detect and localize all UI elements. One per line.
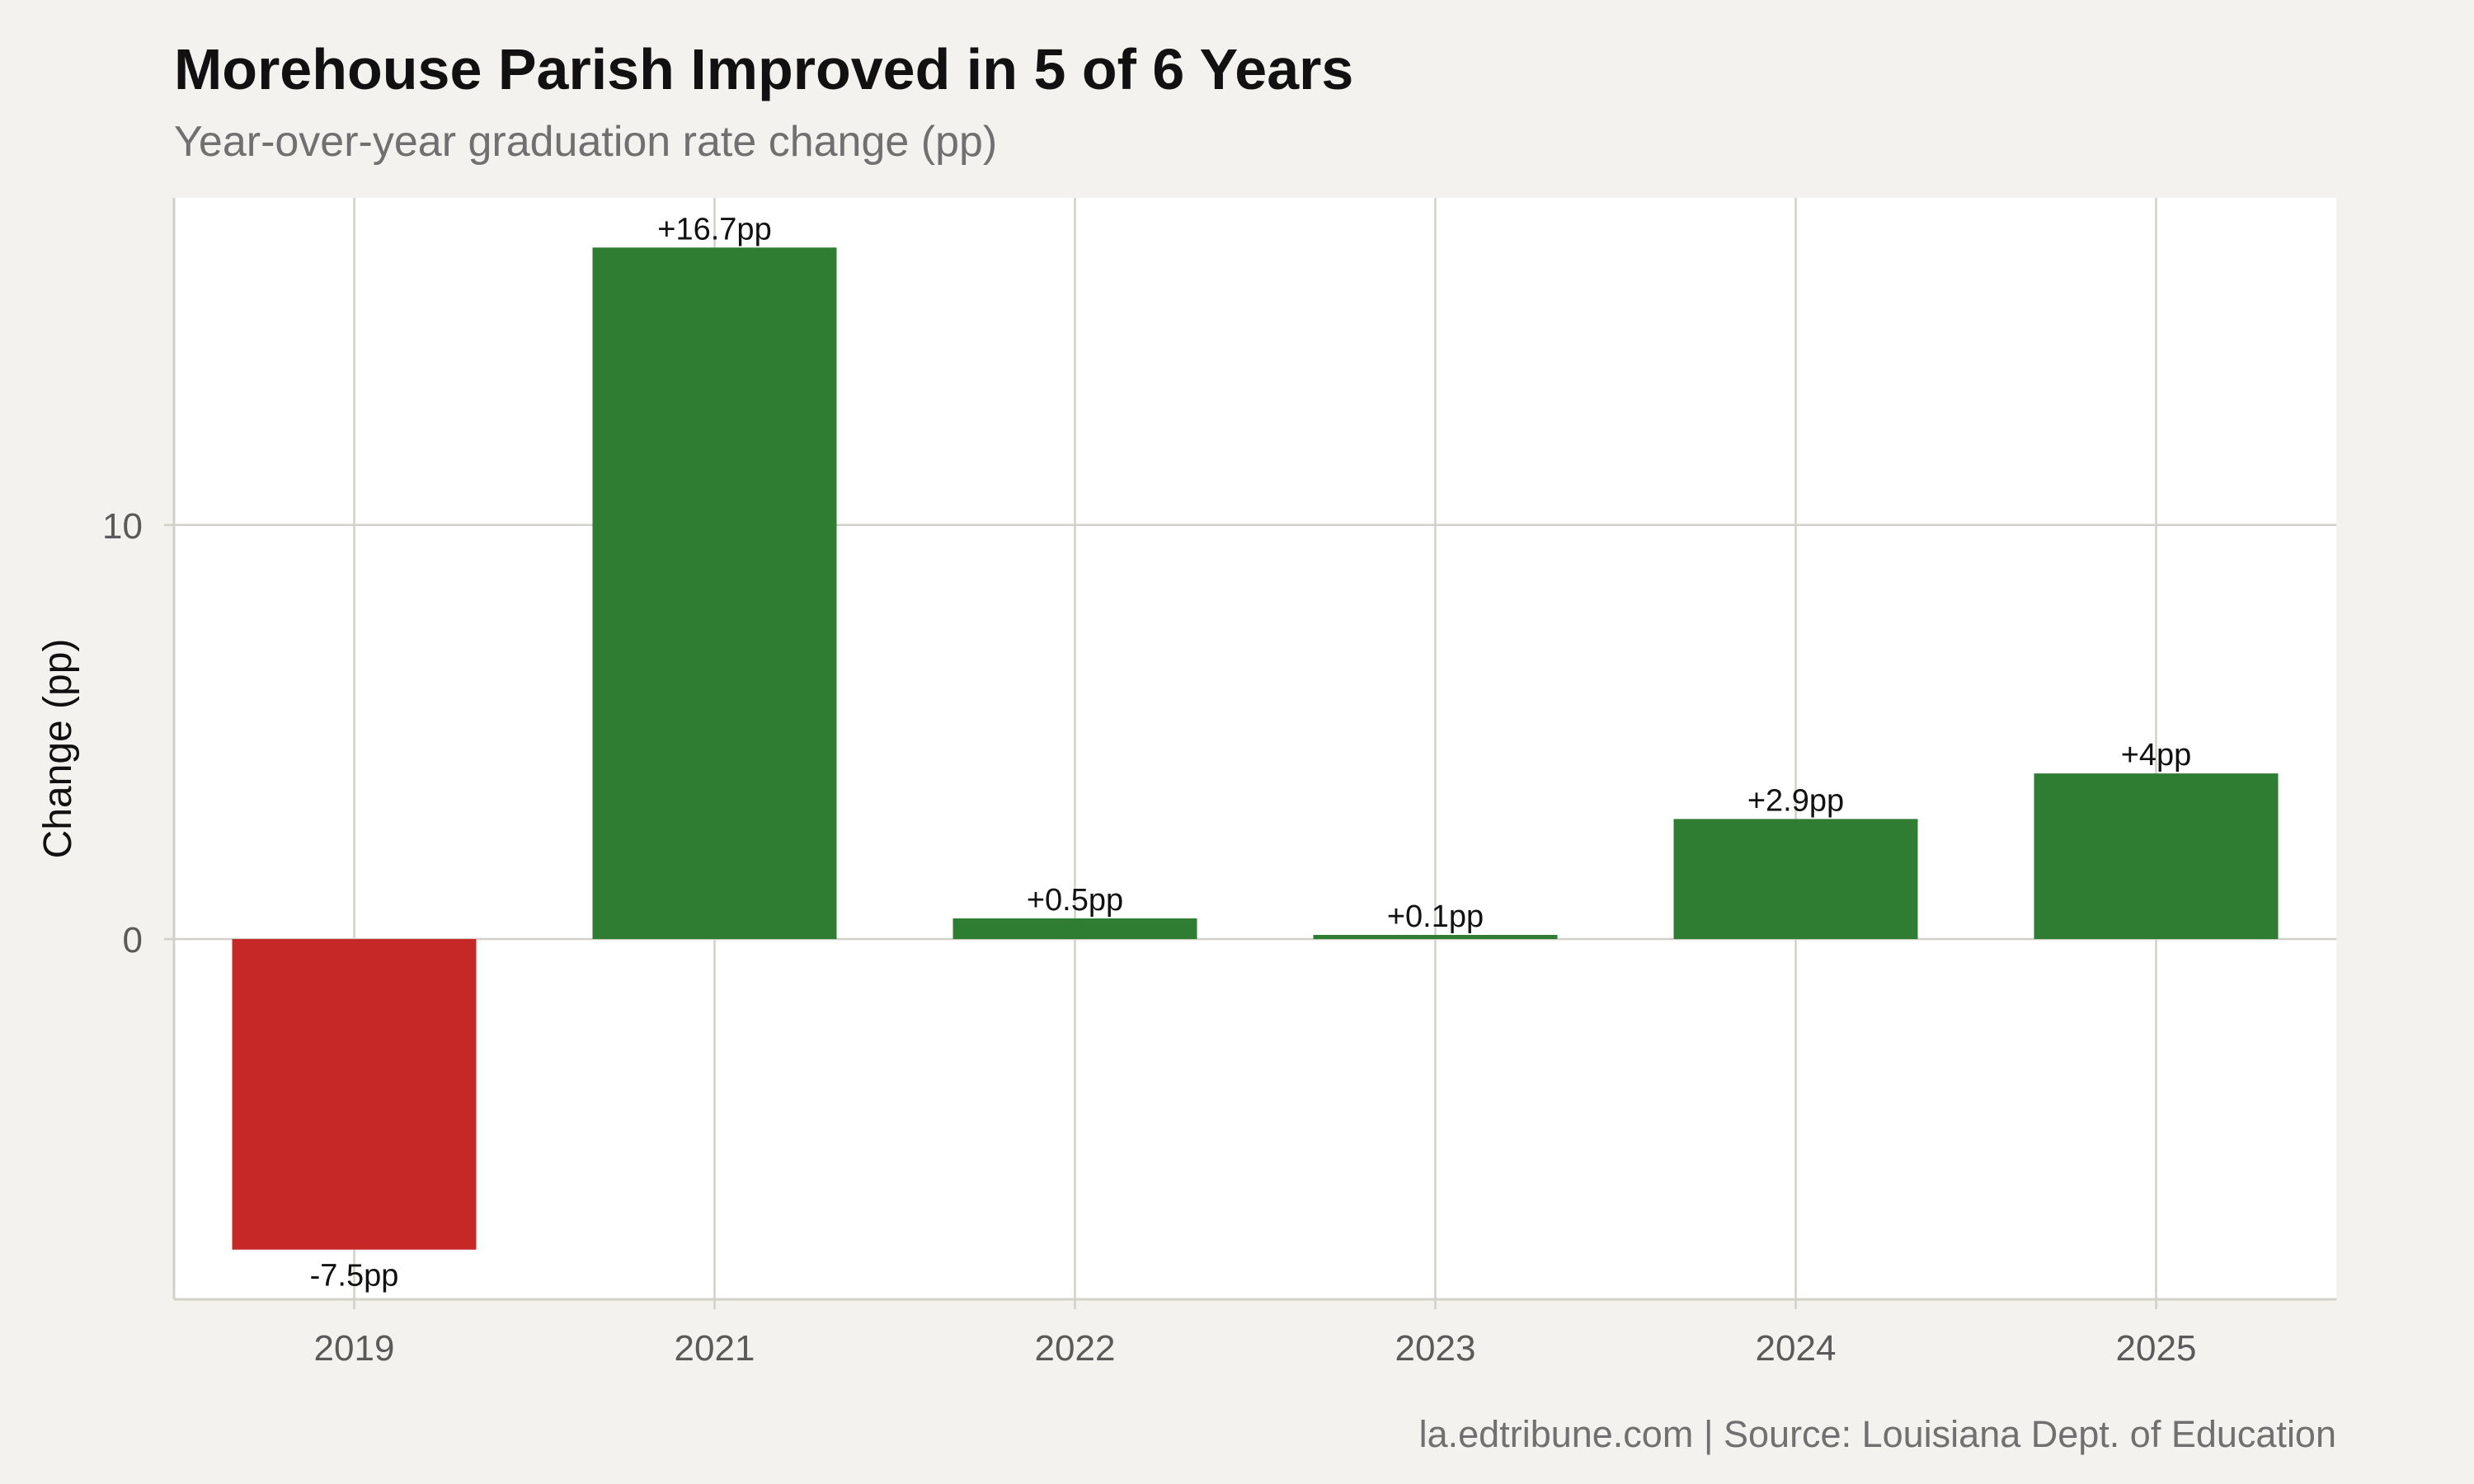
y-tick-label: 0 [123, 920, 143, 960]
bar-2025 [2034, 773, 2279, 940]
bars [232, 247, 2279, 1250]
x-tick-label: 2019 [314, 1328, 395, 1369]
vertical-gridlines [353, 198, 2157, 1299]
axes: 0 10 2019 2021 2022 2023 2024 2025 [102, 198, 2336, 1369]
x-tick-label: 2025 [2116, 1328, 2197, 1369]
data-label-2025: +4pp [2121, 738, 2192, 773]
data-label-2022: +0.5pp [1027, 883, 1123, 918]
y-tick-label: 10 [102, 506, 143, 547]
data-label-2021: +16.7pp [657, 212, 771, 247]
data-label-2024: +2.9pp [1747, 783, 1844, 818]
bar-2023 [1313, 935, 1558, 940]
bar-2024 [1673, 819, 1918, 940]
x-tick-label: 2023 [1395, 1328, 1476, 1369]
bar-2022 [952, 918, 1197, 940]
source-caption: la.edtribune.com | Source: Louisiana Dep… [1418, 1413, 2336, 1455]
y-axis-title: Change (pp) [36, 639, 80, 859]
data-labels: -7.5pp +16.7pp +0.5pp +0.1pp +2.9pp +4pp [310, 212, 2192, 1293]
bar-2021 [592, 247, 837, 940]
data-label-2019: -7.5pp [310, 1259, 399, 1294]
horizontal-gridlines [174, 524, 2336, 941]
x-tick-label: 2022 [1035, 1328, 1116, 1369]
chart-title: Morehouse Parish Improved in 5 of 6 Year… [174, 37, 1354, 101]
chart-subtitle: Year-over-year graduation rate change (p… [174, 118, 998, 166]
bar-2019 [232, 939, 477, 1250]
plot-panel [174, 198, 2336, 1299]
x-tick-label: 2024 [1756, 1328, 1837, 1369]
x-tick-label: 2021 [675, 1328, 755, 1369]
data-label-2023: +0.1pp [1387, 899, 1484, 934]
